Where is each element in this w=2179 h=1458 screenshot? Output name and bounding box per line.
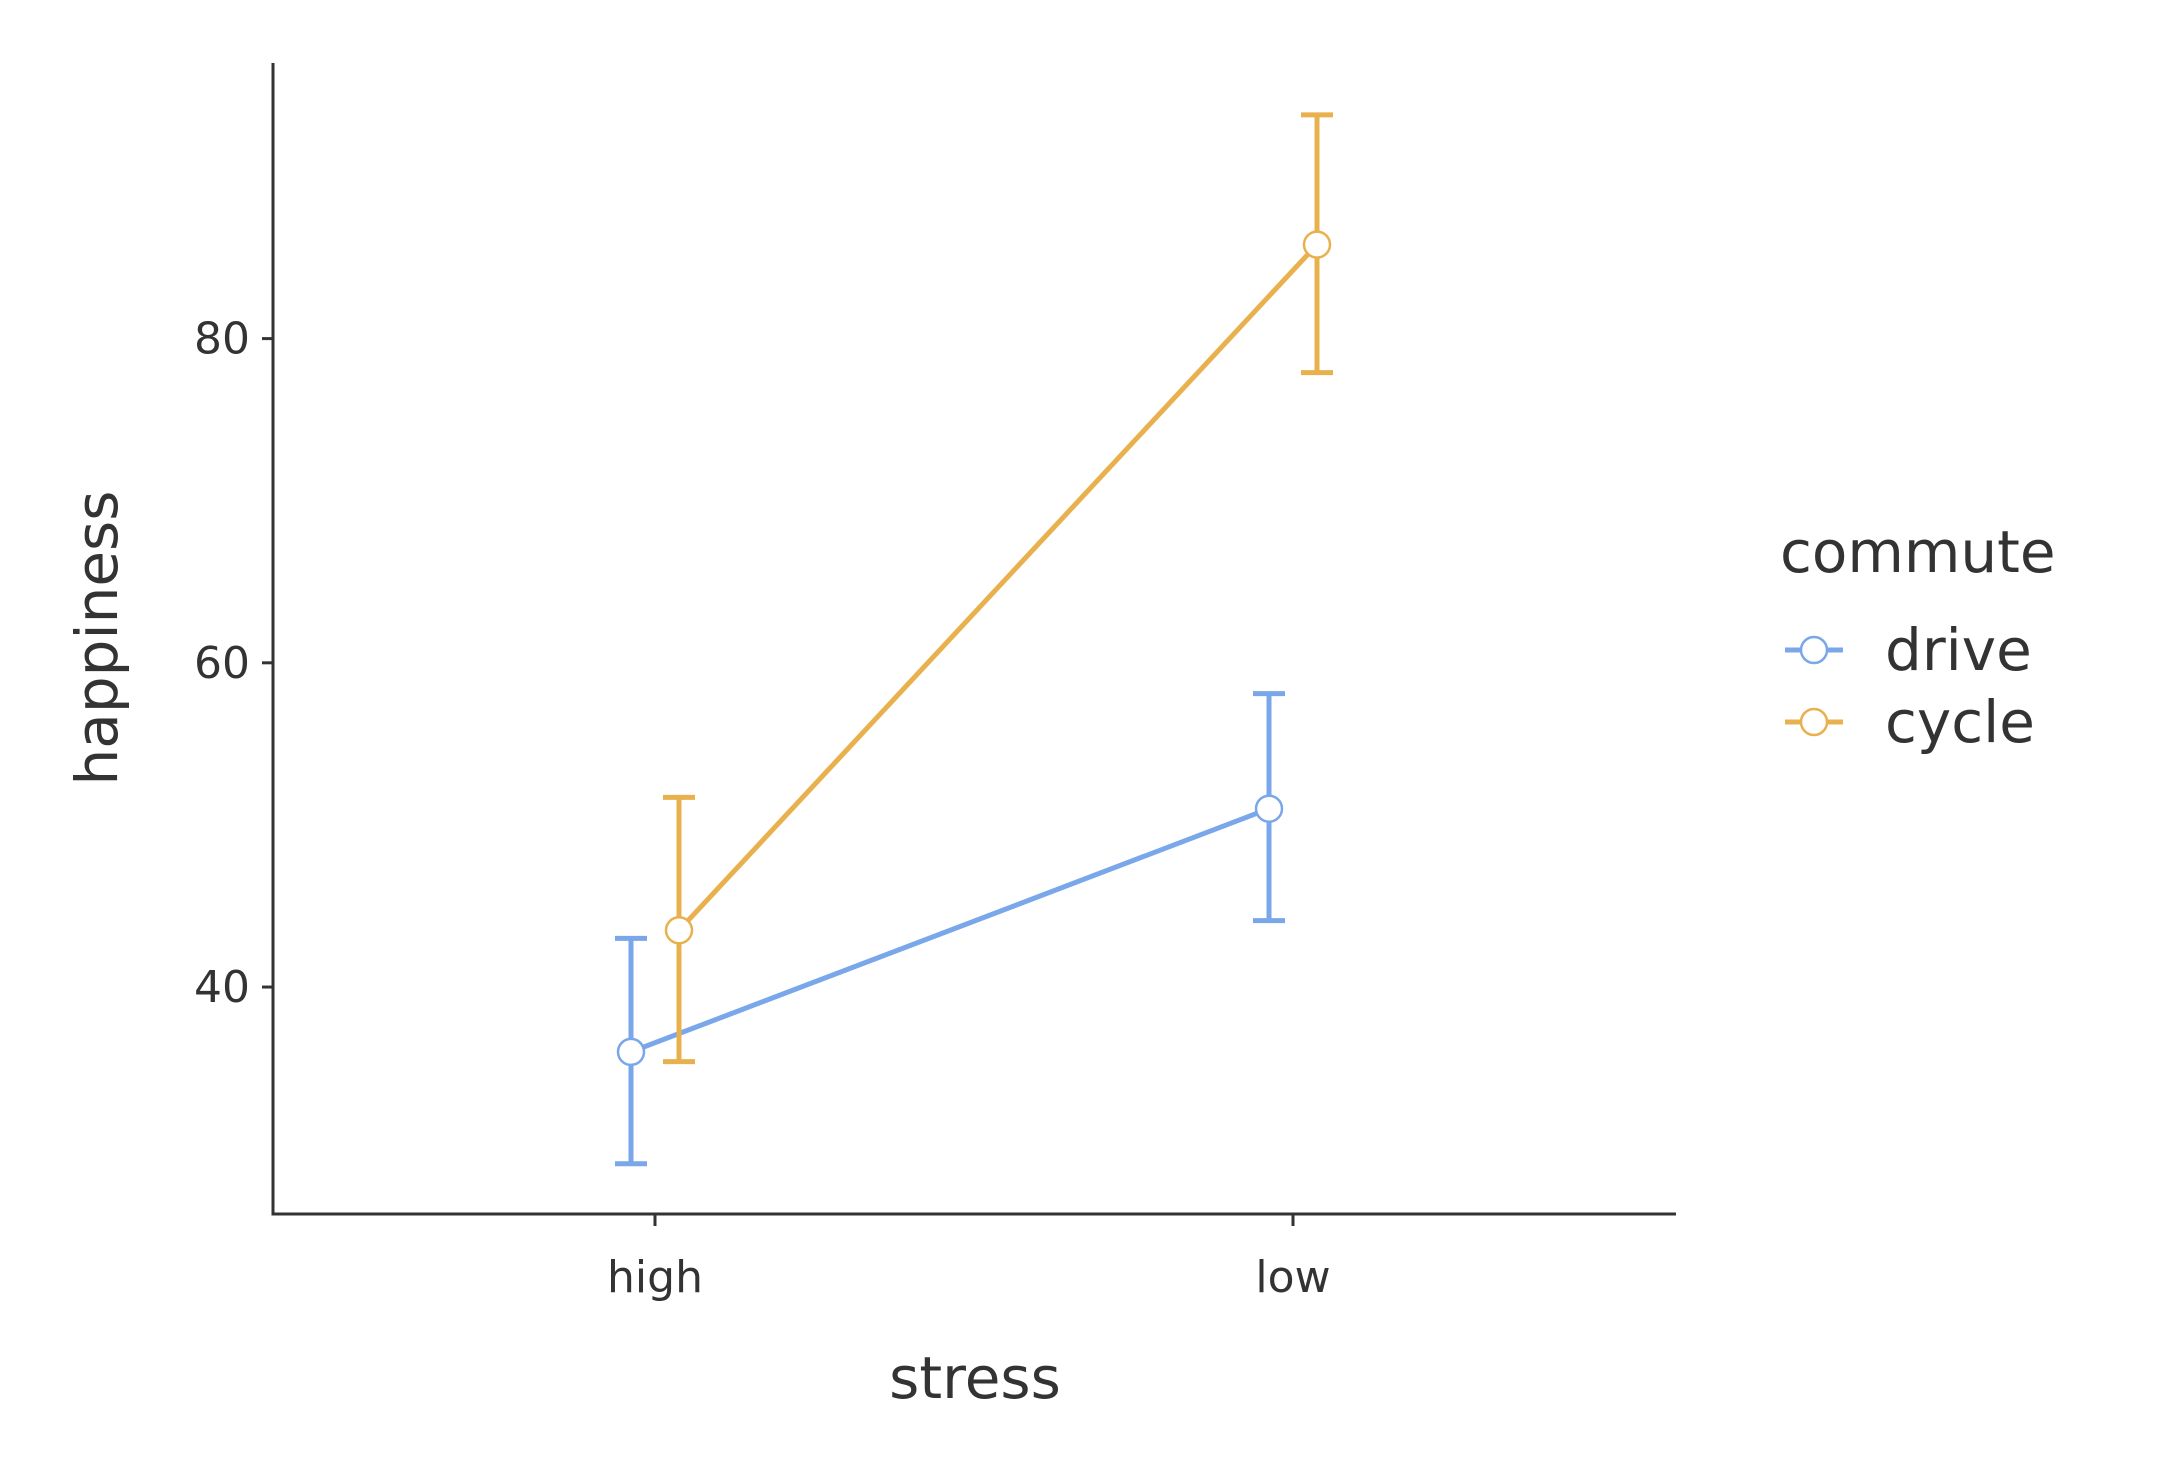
x-tick-label: low: [1255, 1252, 1330, 1303]
legend-item-drive: drive: [1785, 616, 2032, 684]
data-point: [664, 916, 694, 945]
y-ticks: 40 60 80: [194, 314, 273, 1013]
y-axis-title: happiness: [63, 491, 131, 786]
data-point: [1254, 794, 1284, 823]
x-axis-title: stress: [889, 1344, 1061, 1412]
series-cycle: [663, 112, 1333, 1065]
series-drive: [615, 691, 1285, 1167]
legend-item-cycle: cycle: [1785, 688, 2035, 756]
y-tick-label: 60: [194, 638, 250, 689]
y-tick-label: 40: [194, 962, 250, 1013]
legend-label: drive: [1885, 616, 2032, 684]
x-tick-label: high: [607, 1252, 703, 1303]
series-line: [677, 242, 1319, 933]
legend-key-marker: [1799, 635, 1829, 665]
data-point: [1302, 230, 1332, 259]
y-tick-label: 80: [194, 314, 250, 365]
x-ticks: high low: [607, 1214, 1331, 1303]
legend-key-marker: [1799, 707, 1829, 737]
series-line: [630, 806, 1270, 1055]
legend-title: commute: [1780, 518, 2056, 586]
data-point: [616, 1037, 646, 1067]
legend-label: cycle: [1885, 688, 2035, 756]
plot-area: [615, 112, 1333, 1167]
